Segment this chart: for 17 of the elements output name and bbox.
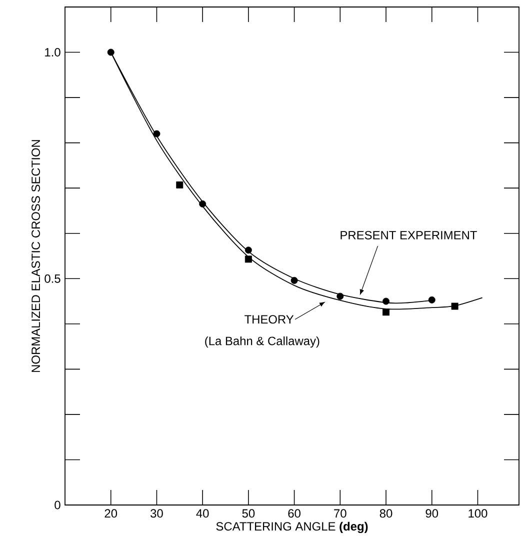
x-tick-label: 70 [334,509,346,518]
x-tick-label: 60 [288,509,300,518]
x-tick-label: 30 [150,509,163,518]
x-axis-title: SCATTERING ANGLE (deg) [216,522,368,534]
y-tick-label: 0 [54,500,60,510]
legend-label: PRESENT EXPERIMENT [340,230,477,240]
y-tick-label: 0.5 [44,274,60,283]
x-tick-label: 80 [380,509,392,518]
x-tick-label: 90 [426,509,438,518]
x-tick-label: 20 [104,509,118,518]
y-axis-title: NORMALIZED ELASTIC CROSS SECTION [32,140,40,372]
y-tick-label: 1.0 [45,48,60,56]
annotation: (La Bahn & Callaway) [205,336,320,348]
x-tick-label: 40 [196,509,209,518]
legend-label: THEORY [244,315,294,324]
x-tick-label: 50 [242,509,255,518]
x-tick-label: 100 [468,509,488,518]
